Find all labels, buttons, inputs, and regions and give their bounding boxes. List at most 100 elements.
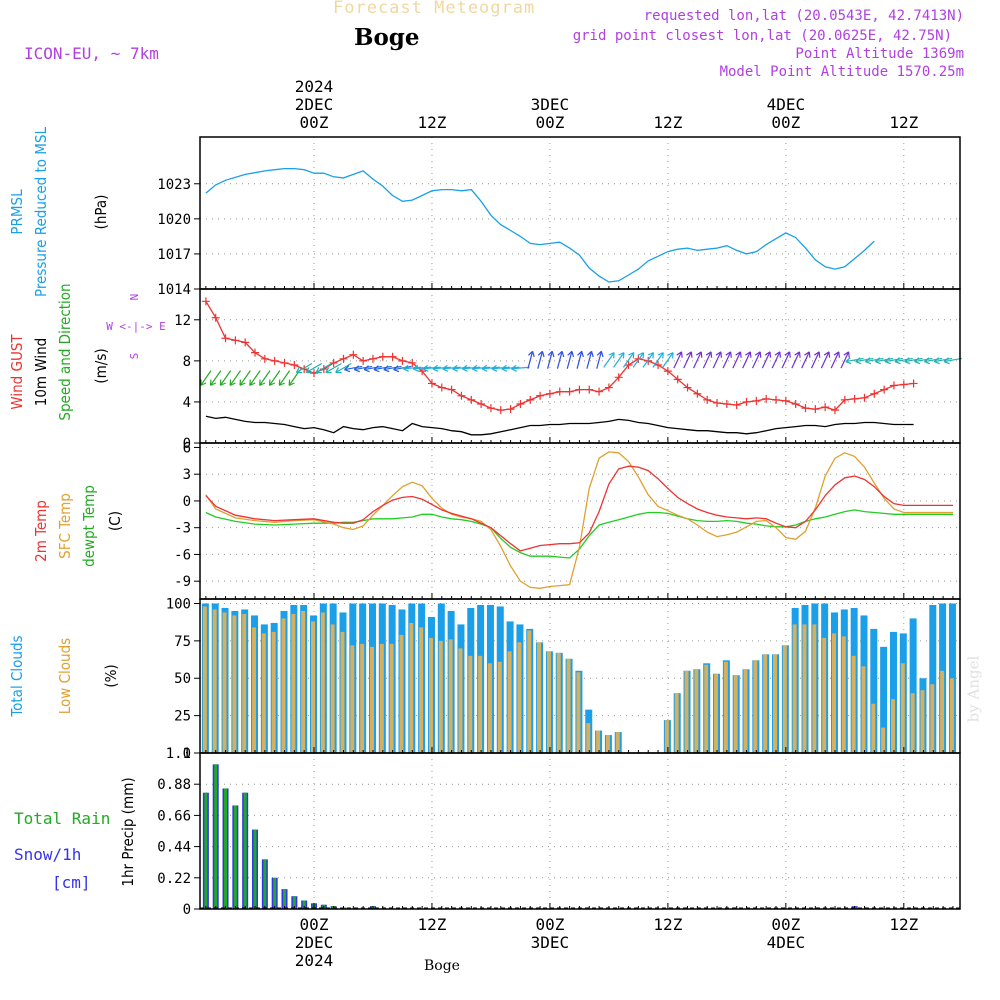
wind-gust-marker: [604, 383, 613, 392]
low-cloud-bar: [773, 654, 778, 753]
wind-direction-arrow: [295, 362, 313, 374]
wind-direction-arrow: [344, 365, 363, 373]
top-time-label: 12Z: [418, 113, 447, 132]
wind-direction-arrow: [622, 352, 635, 368]
wind-gust-marker: [850, 394, 859, 403]
wind-gust-marker: [486, 404, 495, 413]
low-cloud-bar: [428, 637, 433, 753]
wind-direction-arrow: [259, 370, 271, 386]
wind-gust-marker: [654, 360, 663, 369]
wind-direction-arrow: [491, 364, 510, 372]
wind-arrow-head: [537, 350, 545, 358]
wind-arrow-shaft: [791, 351, 801, 369]
total-cloud-bar: [870, 628, 878, 753]
low-cloud-bar: [487, 663, 492, 753]
low-cloud-bar: [458, 648, 463, 753]
low-cloud-bar: [291, 613, 296, 753]
low-cloud-bar: [202, 606, 207, 753]
wind-arrow-head: [288, 379, 295, 386]
wind-arrow-head: [567, 350, 575, 358]
bottom-time-label: 12Z: [653, 915, 682, 934]
wind-direction-arrow: [373, 365, 392, 373]
wind-direction-arrow: [229, 370, 242, 386]
wind-gust-marker: [280, 358, 289, 367]
bottom-time-label: 4DEC: [767, 933, 806, 952]
wind-ytick-label: 8: [183, 354, 191, 370]
precip-bar: [224, 788, 228, 909]
low-cloud-bar: [448, 639, 453, 753]
wind-gust-marker: [447, 385, 456, 394]
wind-arrow-shaft: [278, 370, 291, 386]
top-time-label: 00Z: [771, 113, 800, 132]
wind-arrow-head: [637, 352, 645, 359]
wind-arrow-shaft: [296, 362, 313, 374]
snow-label: Snow/1h: [14, 845, 81, 864]
low-cloud-bar: [674, 693, 679, 753]
wind-arrow-head: [754, 351, 762, 358]
wind-arrow-shaft: [732, 351, 742, 369]
wind-direction-arrow: [613, 352, 625, 368]
precip-panel-frame: [199, 752, 961, 910]
wind-arrow-shaft: [472, 366, 491, 370]
low-cloud-label: Low Clouds: [56, 638, 74, 714]
wind-arrow-shaft: [683, 351, 692, 369]
wind-direction-arrow: [884, 357, 903, 365]
cloud-unit: (%): [102, 664, 120, 687]
wind-arrow-shaft: [693, 351, 702, 369]
precip-bar: [204, 792, 208, 909]
precip-bar: [263, 859, 267, 909]
wind-arrow-head: [855, 357, 862, 365]
wind-direction-arrow: [652, 352, 664, 368]
low-cloud-bar: [871, 703, 876, 753]
wind-arrow-head: [667, 352, 674, 359]
wind-arrow-head: [823, 351, 831, 358]
wind-ytick-label: 4: [183, 395, 191, 411]
wind-arrow-head: [784, 351, 791, 358]
wind-gust-marker: [762, 394, 771, 403]
wind-gust-marker: [830, 406, 839, 415]
temp-unit: (C): [106, 511, 124, 531]
wind-gust-marker: [378, 352, 387, 361]
low-cloud-bar: [615, 732, 620, 753]
precip-bar: [292, 896, 296, 909]
wind-direction-arrow: [547, 350, 555, 369]
wind-gust-marker: [870, 389, 879, 398]
wind-direction-arrow: [712, 351, 723, 369]
wind-arrow-head: [764, 351, 772, 358]
precip-ytick-label: 0.66: [157, 808, 191, 824]
wind-arrow-head: [735, 351, 742, 358]
wind-arrow-shaft: [354, 365, 373, 371]
wind-arrow-shaft: [673, 351, 683, 369]
wind-gust-label: Wind GUST: [8, 334, 26, 410]
low-cloud-bar: [792, 624, 797, 753]
clouds-ytick-label: 75: [174, 634, 191, 650]
bottom-time-label: 2024: [295, 951, 334, 970]
low-cloud-bar: [920, 690, 925, 753]
wind-arrow-head: [865, 357, 872, 365]
sfc-temp-label: SFC Temp: [56, 493, 74, 559]
wind-gust-marker: [221, 334, 230, 343]
wind-direction-arrow: [722, 351, 732, 369]
wind-arrow-head: [715, 351, 723, 358]
precip-ytick-label: 0: [183, 902, 191, 918]
wind-direction-label: Speed and Direction: [56, 283, 74, 420]
wind-arrow-shaft: [422, 366, 441, 370]
wind-gust-marker: [703, 395, 712, 404]
wind-arrow-head: [432, 364, 439, 372]
wind-direction-arrow: [662, 352, 674, 368]
wind-gust-marker: [772, 395, 781, 404]
low-cloud-bar: [360, 643, 365, 753]
wind-arrow-head: [608, 352, 615, 359]
wind-arrow-head: [904, 357, 911, 365]
wind-gust-marker: [585, 385, 594, 394]
wind-arrow-shaft: [373, 365, 392, 371]
wind-gust-marker: [732, 401, 741, 410]
requested-coords: requested lon,lat (20.0543E, 42.7413N): [643, 8, 964, 24]
wind-arrow-shaft: [702, 351, 712, 369]
wind-direction-arrow: [576, 350, 584, 369]
data-layer: [198, 169, 962, 909]
wind-arrow-shaft: [491, 366, 510, 370]
low-cloud-bar: [232, 615, 237, 753]
wind-gust-marker: [211, 313, 220, 322]
station-name: Boge: [354, 24, 420, 51]
